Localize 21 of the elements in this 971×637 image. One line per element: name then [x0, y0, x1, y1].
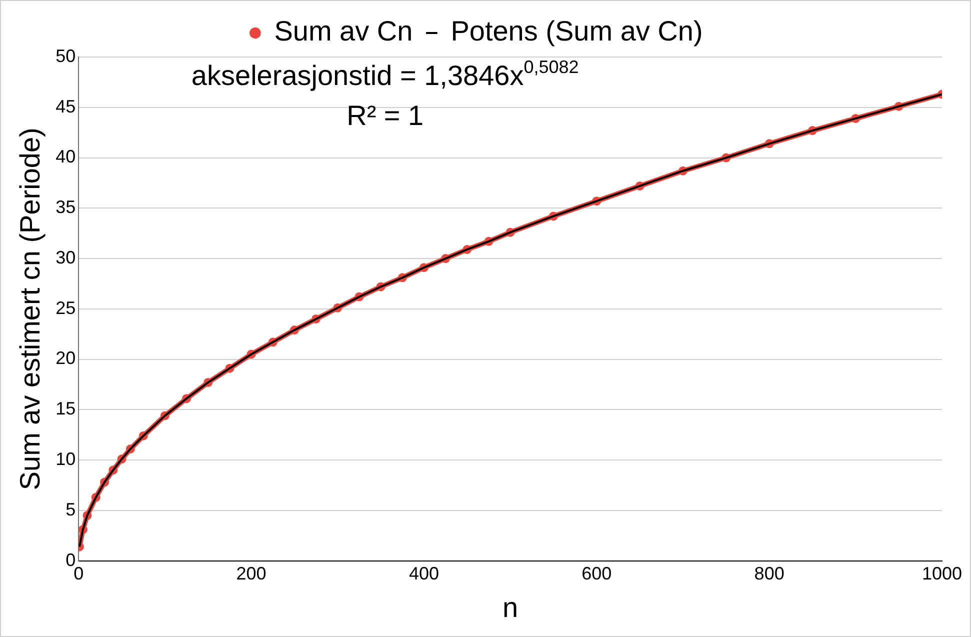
- x-axis-title: n: [502, 592, 518, 623]
- y-tick-label: 45: [56, 96, 76, 116]
- y-tick-label: 20: [56, 348, 76, 368]
- x-tick-label: 400: [408, 564, 439, 584]
- y-tick-label: 5: [66, 499, 76, 520]
- x-tick-label: 1000: [922, 564, 962, 584]
- x-tick-label: 200: [236, 564, 266, 584]
- annotation: R² = 1: [346, 100, 424, 131]
- legend-label: Sum av Cn: [274, 16, 413, 47]
- y-tick-label: 15: [56, 398, 76, 419]
- y-tick-label: 0: [66, 550, 76, 570]
- y-tick-label: 40: [56, 146, 76, 167]
- legend-label: Potens (Sum av Cn): [450, 16, 703, 47]
- y-tick-label: 30: [56, 247, 76, 268]
- x-tick-label: 600: [582, 564, 612, 584]
- x-tick-label: 800: [754, 564, 784, 584]
- y-tick-label: 35: [56, 197, 76, 218]
- y-tick-label: 25: [56, 298, 76, 318]
- y-tick-label: 10: [56, 449, 76, 470]
- y-axis-title: Sum av estimert cn (Periode): [14, 128, 46, 490]
- y-tick-label: 50: [56, 46, 76, 66]
